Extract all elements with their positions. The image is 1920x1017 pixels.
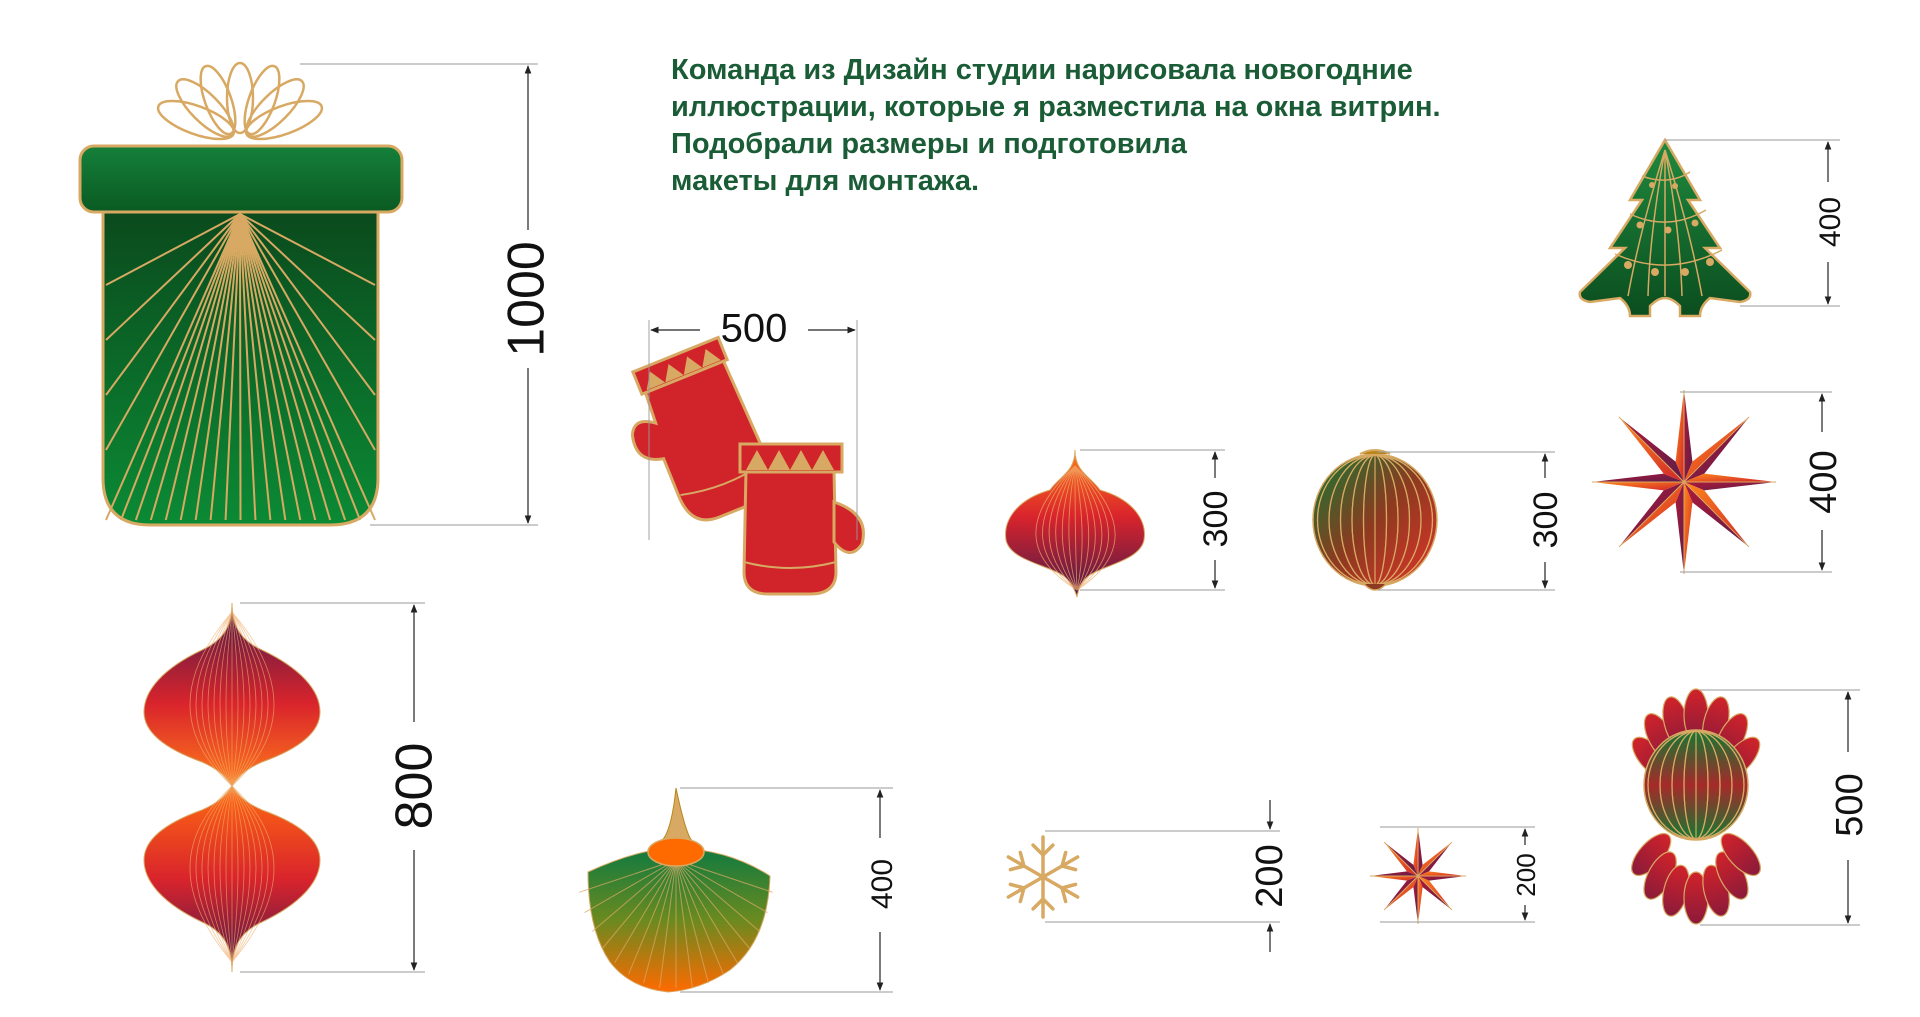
- christmas-tree-illustration: [1578, 137, 1752, 318]
- double-ornament-size-label: 800: [386, 743, 444, 830]
- onion-bauble-size-label: 300: [1197, 491, 1235, 548]
- big-star-illustration: [1592, 390, 1776, 574]
- christmas-tree-size-label: 400: [1814, 197, 1847, 247]
- description-text: Команда из Дизайн студии нарисовала ново…: [671, 52, 1571, 200]
- candy-illustration: [1631, 688, 1761, 925]
- round-bauble-size-label: 300: [1527, 492, 1565, 549]
- candy-size-label: 500: [1829, 773, 1871, 836]
- fan-ornament-illustration: [578, 787, 774, 993]
- big-star-size-label: 400: [1803, 450, 1845, 513]
- small-star-size-label: 200: [1511, 853, 1541, 896]
- gift-box-size-label: 1000: [498, 241, 556, 357]
- small-star-illustration: [1370, 828, 1466, 924]
- mittens-size-label: 500: [721, 307, 788, 351]
- christmas-tree-height-dimension: 400: [1665, 139, 1847, 307]
- caption-line: Подобрали размеры и подготовила: [671, 128, 1187, 160]
- snowflake-height-dimension: 200: [1045, 800, 1291, 952]
- onion-bauble-height-dimension: 300: [1080, 449, 1235, 591]
- caption-line: макеты для монтажа.: [671, 165, 980, 197]
- round-bauble-height-dimension: 300: [1378, 451, 1565, 591]
- fan-ornament-height-dimension: 400: [680, 787, 899, 993]
- fan-ornament-size-label: 400: [866, 859, 899, 909]
- mittens-width-dimension: 500: [648, 307, 858, 540]
- gift-box-illustration: [78, 61, 404, 527]
- bow-icon: [156, 61, 324, 141]
- big-star-height-dimension: 400: [1680, 391, 1845, 573]
- candy-height-dimension: 500: [1700, 689, 1871, 926]
- small-star-height-dimension: 200: [1380, 826, 1541, 923]
- mittens-illustration: [630, 335, 865, 596]
- double-ornament-illustration: [143, 602, 321, 973]
- gift-box-height-dimension: 1000: [300, 63, 556, 526]
- double-ornament-height-dimension: 800: [240, 602, 444, 973]
- onion-bauble-illustration: [1005, 449, 1145, 598]
- caption-line: Команда из Дизайн студии нарисовала ново…: [671, 54, 1413, 86]
- caption-line: иллюстрации, которые я разместила на окн…: [671, 91, 1441, 123]
- round-bauble-illustration: [1312, 449, 1438, 591]
- snowflake-icon: [1006, 835, 1080, 919]
- snowflake-size-label: 200: [1249, 844, 1291, 907]
